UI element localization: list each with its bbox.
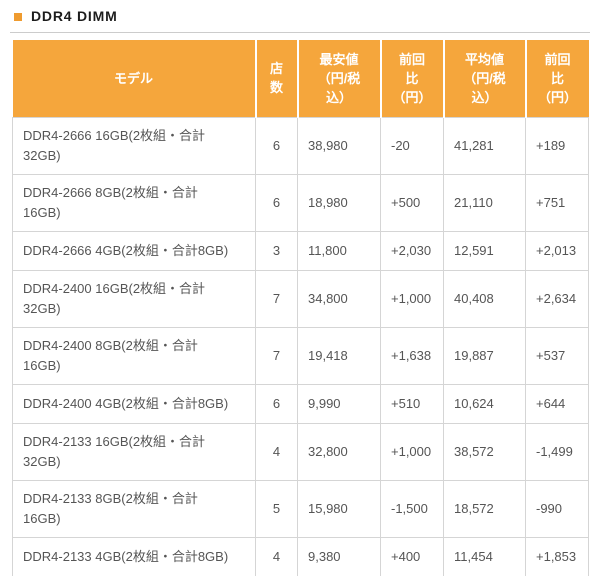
cell-average-price: 40,408 (443, 269, 526, 328)
page-title: DDR4 DIMM (31, 8, 118, 24)
cell-lowest-price-change: +500 (380, 173, 444, 232)
cell-lowest-price: 34,800 (297, 269, 381, 328)
col-header-store-count: 店 数 (254, 40, 298, 117)
cell-model: DDR4-2400 4GB(2枚組・合計8GB) (12, 383, 256, 424)
table-body: DDR4-2666 16GB(2枚組・合計 32GB) 6 38,980 -20… (12, 116, 589, 576)
cell-lowest-price: 9,380 (297, 536, 381, 576)
col-header-average-price: 平均値 （円/税 込） (442, 40, 526, 117)
cell-model: DDR4-2666 4GB(2枚組・合計8GB) (12, 230, 256, 271)
col-header-average-price-change: 前回 比 （円） (524, 40, 589, 117)
cell-model: DDR4-2666 8GB(2枚組・合計 16GB) (12, 173, 256, 232)
table-row: DDR4-2400 8GB(2枚組・合計 16GB) 7 19,418 +1,6… (12, 326, 589, 385)
cell-model: DDR4-2666 16GB(2枚組・合計 32GB) (12, 116, 256, 175)
cell-average-price-change: +189 (525, 116, 589, 175)
cell-average-price: 38,572 (443, 422, 526, 481)
cell-lowest-price: 38,980 (297, 116, 381, 175)
col-header-lowest-price-change: 前回 比 （円） (379, 40, 444, 117)
cell-lowest-price-change: +1,000 (380, 422, 444, 481)
cell-store-count: 7 (255, 326, 298, 385)
cell-lowest-price-change: -1,500 (380, 479, 444, 538)
cell-lowest-price: 11,800 (297, 230, 381, 271)
col-header-lowest-price: 最安値 （円/税 込） (296, 40, 381, 117)
cell-average-price: 41,281 (443, 116, 526, 175)
table-row: DDR4-2133 4GB(2枚組・合計8GB) 4 9,380 +400 11… (12, 536, 589, 576)
cell-average-price: 11,454 (443, 536, 526, 576)
cell-store-count: 7 (255, 269, 298, 328)
table-row: DDR4-2400 4GB(2枚組・合計8GB) 6 9,990 +510 10… (12, 383, 589, 424)
title-bullet-icon (14, 12, 22, 21)
cell-lowest-price: 9,990 (297, 383, 381, 424)
header-row: モデル 店 数 最安値 （円/税 込） 前回 比 （円） 平均値 （円/税 込）… (12, 40, 589, 117)
cell-average-price-change: -1,499 (525, 422, 589, 481)
cell-average-price-change: +644 (525, 383, 589, 424)
cell-store-count: 4 (255, 422, 298, 481)
cell-average-price: 12,591 (443, 230, 526, 271)
cell-lowest-price-change: +1,638 (380, 326, 444, 385)
cell-store-count: 3 (255, 230, 298, 271)
price-table: モデル 店 数 最安値 （円/税 込） 前回 比 （円） 平均値 （円/税 込）… (12, 40, 589, 576)
col-header-model: モデル (12, 40, 256, 117)
cell-model: DDR4-2133 4GB(2枚組・合計8GB) (12, 536, 256, 576)
cell-model: DDR4-2133 8GB(2枚組・合計 16GB) (12, 479, 256, 538)
table-row: DDR4-2400 16GB(2枚組・合計 32GB) 7 34,800 +1,… (12, 269, 589, 328)
cell-store-count: 6 (255, 173, 298, 232)
cell-average-price: 10,624 (443, 383, 526, 424)
table-row: DDR4-2133 16GB(2枚組・合計 32GB) 4 32,800 +1,… (12, 422, 589, 481)
cell-lowest-price: 32,800 (297, 422, 381, 481)
cell-model: DDR4-2400 8GB(2枚組・合計 16GB) (12, 326, 256, 385)
cell-lowest-price: 18,980 (297, 173, 381, 232)
cell-average-price-change: +537 (525, 326, 589, 385)
table-row: DDR4-2666 8GB(2枚組・合計 16GB) 6 18,980 +500… (12, 173, 589, 232)
cell-average-price-change: +1,853 (525, 536, 589, 576)
cell-model: DDR4-2400 16GB(2枚組・合計 32GB) (12, 269, 256, 328)
cell-lowest-price-change: +2,030 (380, 230, 444, 271)
cell-average-price-change: -990 (525, 479, 589, 538)
table-row: DDR4-2666 16GB(2枚組・合計 32GB) 6 38,980 -20… (12, 116, 589, 175)
table-row: DDR4-2666 4GB(2枚組・合計8GB) 3 11,800 +2,030… (12, 230, 589, 271)
cell-store-count: 6 (255, 383, 298, 424)
cell-average-price: 18,572 (443, 479, 526, 538)
section-header: DDR4 DIMM (0, 0, 600, 30)
cell-average-price: 21,110 (443, 173, 526, 232)
table-row: DDR4-2133 8GB(2枚組・合計 16GB) 5 15,980 -1,5… (12, 479, 589, 538)
divider (10, 32, 590, 33)
cell-lowest-price: 15,980 (297, 479, 381, 538)
cell-lowest-price-change: +1,000 (380, 269, 444, 328)
cell-lowest-price-change: -20 (380, 116, 444, 175)
cell-average-price-change: +2,013 (525, 230, 589, 271)
cell-store-count: 5 (255, 479, 298, 538)
cell-lowest-price-change: +510 (380, 383, 444, 424)
cell-average-price: 19,887 (443, 326, 526, 385)
cell-lowest-price-change: +400 (380, 536, 444, 576)
cell-model: DDR4-2133 16GB(2枚組・合計 32GB) (12, 422, 256, 481)
cell-average-price-change: +751 (525, 173, 589, 232)
cell-store-count: 4 (255, 536, 298, 576)
cell-average-price-change: +2,634 (525, 269, 589, 328)
cell-lowest-price: 19,418 (297, 326, 381, 385)
cell-store-count: 6 (255, 116, 298, 175)
